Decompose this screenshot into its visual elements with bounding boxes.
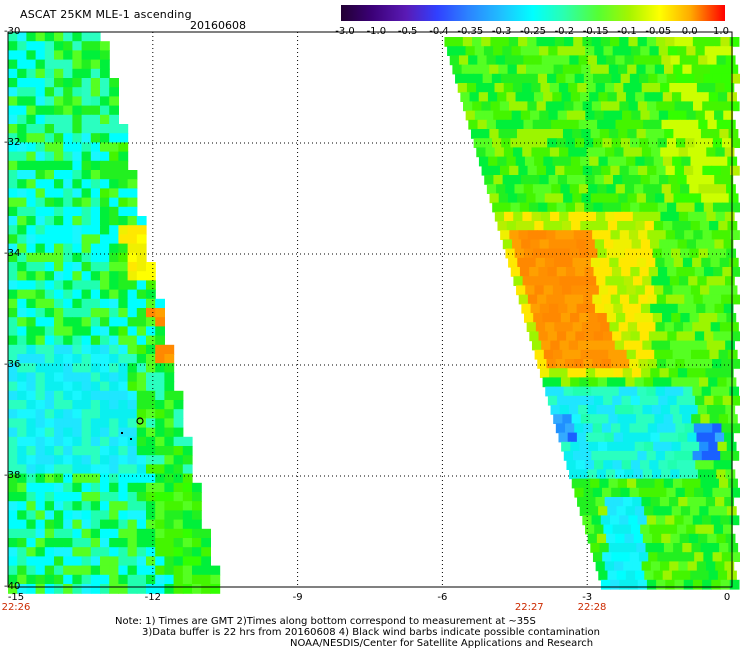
map-frame — [7, 31, 733, 588]
contamination-barbs — [121, 417, 144, 440]
longitude-tick-label: 0 — [723, 592, 731, 603]
latitude-tick-label: -34 — [4, 248, 21, 259]
time-label: 22:27 — [514, 602, 544, 613]
map-title: ASCAT 25KM MLE-1 ascending — [20, 8, 192, 21]
latitude-tick-label: -38 — [4, 470, 21, 481]
latitude-tick-label: -36 — [4, 359, 21, 370]
map-date: 20160608 — [190, 19, 246, 32]
swath-left — [8, 32, 221, 594]
longitude-tick-label: -3 — [582, 592, 593, 603]
contamination-barb — [121, 432, 123, 434]
time-label: 22:28 — [577, 602, 607, 613]
note-line-2: 3)Data buffer is 22 hrs from 20160608 4)… — [142, 627, 600, 638]
contamination-barb — [136, 417, 144, 425]
longitude-tick-label: -6 — [437, 592, 448, 603]
note-line-1: Note: 1) Times are GMT 2)Times along bot… — [115, 616, 536, 627]
time-label: 22:26 — [1, 602, 31, 613]
contamination-barb — [130, 438, 132, 440]
colorbar — [341, 5, 725, 21]
longitude-tick-label: -15 — [7, 592, 25, 603]
latitude-tick-label: -40 — [4, 581, 21, 592]
longitude-tick-label: -12 — [144, 592, 161, 603]
longitude-tick-label: -9 — [292, 592, 303, 603]
note-line-3: NOAA/NESDIS/Center for Satellite Applica… — [290, 638, 594, 649]
latitude-tick-label: -32 — [4, 137, 21, 148]
swath-right — [444, 37, 740, 590]
latitude-tick-label: -30 — [4, 26, 21, 37]
